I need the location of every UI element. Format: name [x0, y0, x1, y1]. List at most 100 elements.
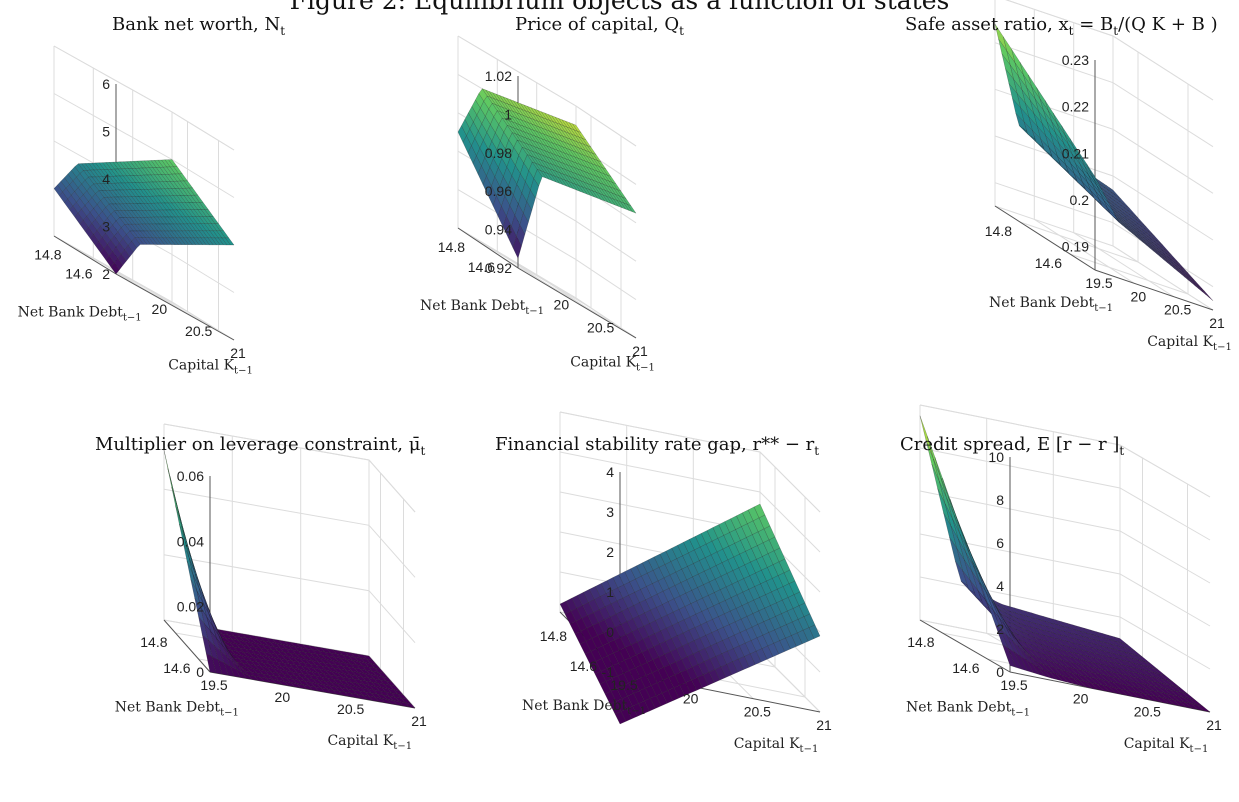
z-tick-label: 0.98 [485, 145, 512, 161]
x-axis-label: Capital Kt−1 [1124, 736, 1209, 755]
grid-line [1019, 52, 1139, 263]
x-tick-label: 21 [230, 345, 246, 361]
z-tick-label: 4 [606, 464, 614, 480]
surface-mesh [919, 415, 1211, 713]
x-tick-label: 19.5 [1085, 275, 1112, 291]
y-tick-label: 14.8 [140, 634, 167, 650]
panel-title-rest: = B [1074, 14, 1114, 35]
x-axis-line [115, 273, 235, 341]
grid-line [1069, 84, 1189, 295]
panel-title: Price of capital, Qt [515, 14, 684, 38]
y-tick-label: 14.6 [1035, 255, 1062, 271]
y-axis-label-sub: t−1 [220, 708, 239, 719]
y-axis-label: Net Bank Debtt−1 [522, 698, 646, 717]
z-tick-label: 0.96 [485, 183, 512, 199]
z-tick-label: 0.22 [1062, 99, 1089, 115]
z-tick-label: 0.23 [1062, 52, 1089, 68]
y-tick-label: 14.8 [985, 223, 1012, 239]
y-axis-label: Net Bank Debtt−1 [420, 298, 544, 317]
y-axis-label: Net Bank Debtt−1 [18, 304, 142, 323]
z-tick-label: 2 [102, 266, 110, 282]
surface-mesh [163, 450, 416, 709]
y-axis-label-sub: t−1 [1011, 708, 1030, 719]
surface-plot-1: 2 3 4 5 6 20 20.5 21 14.614.8 Capital Kt−1 Net Ban… [18, 14, 286, 377]
y-axis-line [163, 619, 211, 673]
z-tick-label: 0.94 [485, 222, 512, 238]
grid-line [100, 140, 219, 332]
y-axis-label-sub: t−1 [1094, 303, 1113, 314]
grid-line [559, 411, 821, 513]
z-tick-label: 4 [102, 171, 110, 187]
surface-plot-4: 0 0.02 0.04 0.06 19.5 20 20.5 21 14.6 14.8 Capital… [95, 423, 427, 752]
x-tick-label: 20.5 [744, 704, 771, 720]
x-tick-label: 20 [683, 690, 699, 706]
x-tick-label: 19.5 [200, 677, 227, 693]
x-tick-label: 21 [411, 713, 427, 729]
z-tick-label: 0.21 [1062, 145, 1089, 161]
panel-title-sub: t [814, 444, 819, 458]
grid-line [1073, 22, 1174, 298]
surface-plot-2: 0.92 0.94 0.96 0.98 1 1.02 20 20.5 21 14.614.8 Cap… [420, 14, 684, 374]
panel-title-sub: t [280, 24, 285, 38]
x-tick-label: 21 [632, 343, 648, 359]
surface-plot-6: 0 2 4 6 8 10 19.5 20 20.5 21 14.6 14.8 Capital Kt−1 N… [900, 404, 1222, 755]
surface-plot-5: -1 0 1 2 3 4 19.5 20 20.5 21 14.614.8 Capital Kt−1 N… [495, 411, 832, 755]
grid-line [559, 451, 821, 553]
z-tick-label: 0.06 [177, 468, 204, 484]
panel-title: Multiplier on leverage constraint, μ̄t [95, 434, 425, 458]
z-tick-label: -1 [602, 664, 615, 680]
z-tick-label: 4 [996, 578, 1004, 594]
z-tick-label: 1.02 [485, 68, 512, 84]
surface-mesh [559, 503, 821, 725]
x-tick-label: 21 [816, 717, 832, 733]
grid-line [919, 447, 1211, 541]
x-tick-label: 21 [1209, 315, 1225, 331]
z-tick-label: 8 [996, 492, 1004, 508]
surface-plot-3: 0.19 0.2 0.21 0.22 0.23 19.5 20 20.5 21 14.6 14.8 C… [905, 0, 1232, 353]
z-tick-label: 0 [996, 664, 1004, 680]
axes-box [994, 0, 1214, 311]
x-axis-label-sub: t−1 [1213, 342, 1232, 353]
x-tick-label: 19.5 [610, 677, 637, 693]
z-tick-label: 1 [504, 106, 512, 122]
z-tick-label: 1 [606, 584, 614, 600]
surface-cell [1196, 704, 1211, 713]
panel-title-sub: t [679, 24, 684, 38]
x-tick-label: 20 [1131, 288, 1147, 304]
panel-title: Safe asset ratio, xt = Bt/(Q K + B ) [905, 14, 1218, 38]
y-tick-label: 14.6 [952, 660, 979, 676]
z-tick-label: 6 [102, 76, 110, 92]
grid-line [559, 411, 821, 513]
panel-title: Credit spread, E [r − r ]t [900, 434, 1124, 458]
y-axis-label-sub: t−1 [627, 706, 646, 717]
x-axis-label-sub: t−1 [234, 366, 253, 377]
x-tick-label: 21 [1206, 717, 1222, 733]
x-axis-label-sub: t−1 [800, 744, 819, 755]
z-tick-label: 5 [102, 124, 110, 140]
grid-line [1112, 36, 1214, 311]
grid-line [1033, 9, 1135, 284]
y-axis-label: Net Bank Debtt−1 [906, 700, 1030, 719]
panel-title: Bank net worth, Nt [112, 14, 285, 38]
z-tick-label: 0.19 [1062, 239, 1089, 255]
z-tick-label: 6 [996, 535, 1004, 551]
x-axis-label: Capital Kt−1 [168, 358, 253, 377]
y-tick-label: 14.6 [65, 266, 92, 282]
y-axis-line [919, 619, 1011, 673]
z-tick-label: 0 [606, 624, 614, 640]
surface-mesh [53, 159, 235, 275]
y-tick-label: 14.6 [570, 658, 597, 674]
surface-cell [1201, 288, 1214, 301]
surface-cell [404, 702, 416, 709]
y-tick-label: 14.8 [540, 628, 567, 644]
x-tick-label: 20 [275, 689, 291, 705]
x-tick-label: 20.5 [337, 701, 364, 717]
surface-cell [627, 204, 637, 214]
y-axis-label: Net Bank Debtt−1 [115, 700, 239, 719]
x-tick-label: 20.5 [1164, 302, 1191, 318]
panel-title-sub: t [1119, 444, 1124, 458]
z-tick-label: 3 [606, 504, 614, 520]
x-tick-label: 20 [554, 296, 570, 312]
panel-title-formula: /(Q K + B ) [1118, 14, 1218, 35]
x-axis-label: Capital Kt−1 [327, 733, 412, 752]
